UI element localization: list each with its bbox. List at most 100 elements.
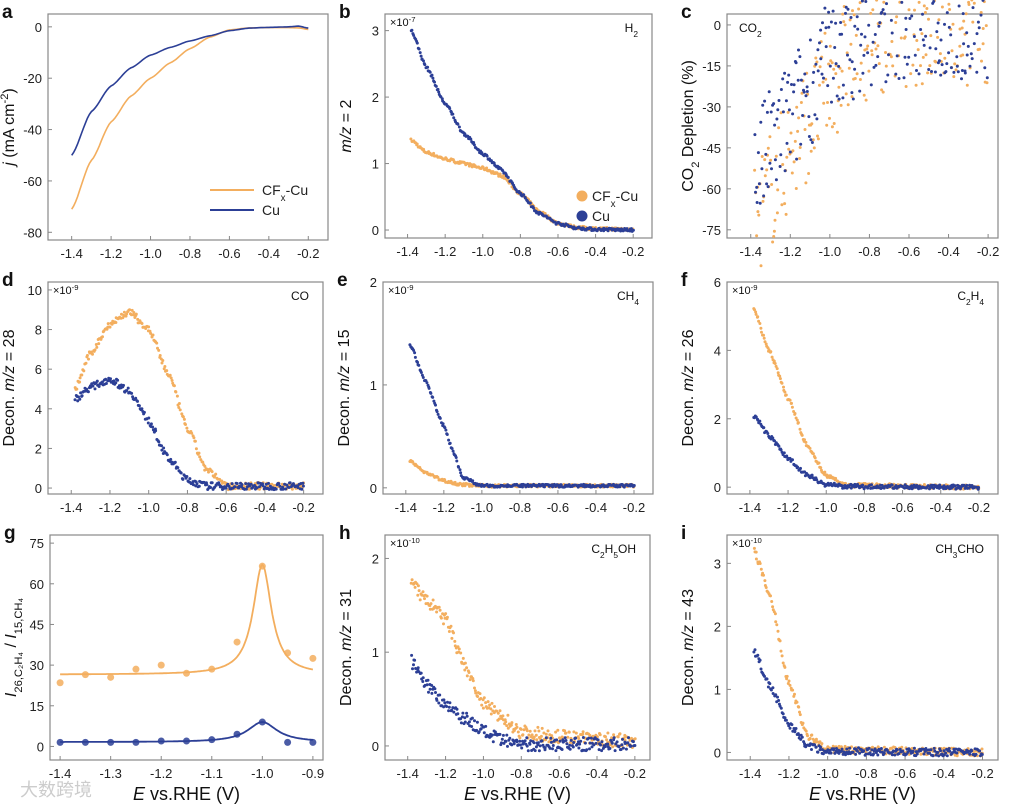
- label-part: ×10: [53, 285, 72, 297]
- data-point: [846, 103, 850, 107]
- data-point: [473, 719, 476, 723]
- data-point: [916, 48, 920, 52]
- data-point: [904, 28, 908, 31]
- data-point: [438, 693, 442, 697]
- data-point: [75, 387, 79, 391]
- data-point: [268, 484, 272, 488]
- x-tick-label: -1.2: [100, 246, 122, 261]
- data-point: [776, 371, 780, 375]
- data-point: [939, 73, 943, 77]
- legend-label-cu: Cu: [592, 208, 610, 224]
- data-point: [772, 229, 776, 233]
- data-point: [456, 712, 460, 716]
- data-point: [984, 24, 988, 28]
- label-part: -9: [72, 283, 79, 292]
- data-point: [866, 51, 870, 55]
- plot-frame: [382, 281, 654, 495]
- data-point: [931, 754, 935, 758]
- data-point: [851, 97, 855, 101]
- data-point: [585, 748, 589, 752]
- data-point: [205, 483, 209, 487]
- data-point: [881, 8, 885, 12]
- data-point: [233, 638, 241, 646]
- data-point: [850, 95, 854, 99]
- data-point: [752, 546, 756, 550]
- x-tick-label: -0.6: [891, 500, 913, 515]
- data-point: [862, 749, 866, 753]
- data-point: [943, 22, 946, 26]
- data-point: [505, 733, 509, 737]
- data-point: [417, 47, 421, 51]
- data-point: [107, 738, 115, 746]
- data-point: [909, 72, 913, 76]
- data-point: [151, 333, 155, 337]
- data-point: [779, 153, 783, 157]
- data-point: [912, 746, 916, 750]
- data-point: [795, 105, 799, 109]
- x-tick-label: -0.6: [218, 246, 240, 261]
- data-point: [87, 357, 90, 361]
- data-point: [439, 616, 443, 620]
- data-point: [488, 703, 492, 707]
- data-point: [778, 639, 782, 643]
- data-point: [134, 396, 138, 400]
- data-point: [960, 77, 963, 81]
- data-point: [413, 658, 417, 662]
- panel-letter: h: [339, 523, 351, 544]
- data-point: [824, 77, 828, 81]
- data-point: [473, 689, 477, 693]
- data-point: [178, 408, 182, 412]
- data-point: [798, 55, 802, 59]
- label-part: = 15: [336, 329, 353, 365]
- data-point: [208, 736, 216, 744]
- data-point: [419, 671, 423, 675]
- x-tick-label: -1.0: [819, 244, 841, 259]
- data-point: [763, 674, 766, 678]
- label-part: OH: [618, 542, 636, 556]
- fit-line: [60, 563, 314, 676]
- data-point: [773, 439, 776, 443]
- data-point: [915, 752, 919, 756]
- data-point: [894, 21, 898, 24]
- label-part: 2: [690, 162, 702, 168]
- x-tick-label: -1.2: [778, 766, 800, 781]
- label-part: 2: [966, 297, 971, 307]
- label-part: -9: [751, 283, 758, 292]
- data-point: [444, 428, 448, 432]
- data-point: [841, 96, 845, 100]
- data-point: [631, 228, 635, 232]
- data-point: [953, 62, 957, 66]
- data-point: [572, 730, 576, 734]
- x-tick-label: -1.4: [395, 500, 417, 515]
- data-point: [788, 726, 792, 730]
- data-point: [804, 440, 808, 444]
- data-point: [874, 63, 878, 67]
- label-part: -9: [407, 283, 414, 292]
- data-point: [489, 707, 493, 711]
- data-point: [501, 169, 505, 173]
- data-point: [784, 212, 788, 216]
- data-point: [455, 707, 459, 711]
- data-point: [921, 55, 925, 59]
- label-part: H: [605, 542, 614, 556]
- data-point: [928, 751, 931, 755]
- data-point: [56, 679, 64, 687]
- data-point: [444, 612, 448, 616]
- x-tick-label: -1.3: [99, 766, 121, 781]
- x-tick-label: -0.8: [855, 766, 877, 781]
- data-point: [950, 49, 954, 53]
- data-point: [182, 417, 186, 421]
- data-point: [515, 740, 519, 744]
- data-point: [498, 732, 502, 736]
- data-point: [895, 54, 899, 58]
- data-point: [760, 330, 763, 334]
- data-point: [581, 736, 585, 739]
- data-point: [255, 486, 259, 490]
- data-point: [264, 482, 268, 486]
- data-point: [754, 550, 758, 554]
- data-point: [421, 590, 425, 594]
- y-tick-label: -20: [23, 71, 42, 86]
- data-point: [78, 380, 82, 384]
- y-tick-label: -45: [702, 141, 721, 156]
